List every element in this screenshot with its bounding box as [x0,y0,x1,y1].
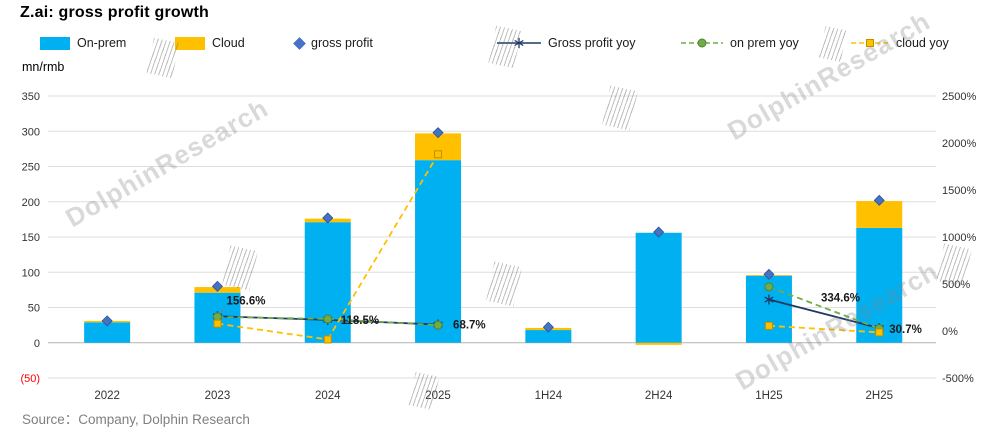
svg-text:30.7%: 30.7% [889,324,922,336]
legend-item-cloud: Cloud [175,36,245,50]
svg-text:1500%: 1500% [942,185,976,197]
legend-item-on-prem-yoy: on prem yoy [681,36,799,50]
svg-text:2H25: 2H25 [866,390,894,402]
svg-text:2H24: 2H24 [645,390,673,402]
svg-text:1H24: 1H24 [535,390,563,402]
svg-text:500%: 500% [942,279,970,291]
svg-text:300: 300 [22,126,40,138]
svg-text:250: 250 [22,162,40,174]
svg-text:1H25: 1H25 [755,390,783,402]
svg-text:100: 100 [22,267,40,279]
legend-label-gross-profit: gross profit [311,36,373,50]
svg-text:350: 350 [22,91,40,103]
svg-text:1000%: 1000% [942,232,976,244]
svg-text:118.5%: 118.5% [341,315,379,327]
svg-text:150: 150 [22,232,40,244]
dashed-line-square-icon [851,39,889,47]
svg-text:2024: 2024 [315,390,341,402]
svg-text:50: 50 [28,303,40,315]
svg-text:334.6%: 334.6% [821,293,860,305]
legend-item-gross-profit: gross profit [293,36,373,50]
chart-title: Z.ai: gross profit growth [20,4,209,21]
svg-text:200: 200 [22,197,40,209]
svg-text:(50): (50) [20,373,40,385]
legend-label-on-prem: On-prem [77,36,127,50]
svg-text:156.6%: 156.6% [226,295,265,307]
svg-text:2023: 2023 [205,390,231,402]
legend-label-on-prem-yoy: on prem yoy [730,36,799,50]
on-prem-swatch-icon [40,36,70,50]
legend-label-gross-profit-yoy: Gross profit yoy [548,36,636,50]
legend-item-gross-profit-yoy: Gross profit yoy [497,36,636,50]
svg-text:0%: 0% [942,326,958,338]
legend-item-on-prem: On-prem [40,36,126,50]
svg-text:68.7%: 68.7% [453,320,486,332]
line-star-icon [497,37,541,49]
source-note: Source：Company, Dolphin Research [22,412,250,427]
svg-text:2500%: 2500% [942,91,976,103]
legend-label-cloud-yoy: cloud yoy [896,36,949,50]
cloud-swatch-icon [175,36,205,50]
svg-text:2000%: 2000% [942,138,976,150]
svg-text:2022: 2022 [94,390,120,402]
legend-label-cloud: Cloud [212,36,245,50]
dashed-line-circle-icon [681,38,723,48]
svg-text:2025: 2025 [425,390,451,402]
svg-text:-500%: -500% [942,373,974,385]
svg-text:0: 0 [34,338,40,350]
left-axis-unit-label: mn/rmb [22,60,65,74]
legend-item-cloud-yoy: cloud yoy [851,36,949,50]
